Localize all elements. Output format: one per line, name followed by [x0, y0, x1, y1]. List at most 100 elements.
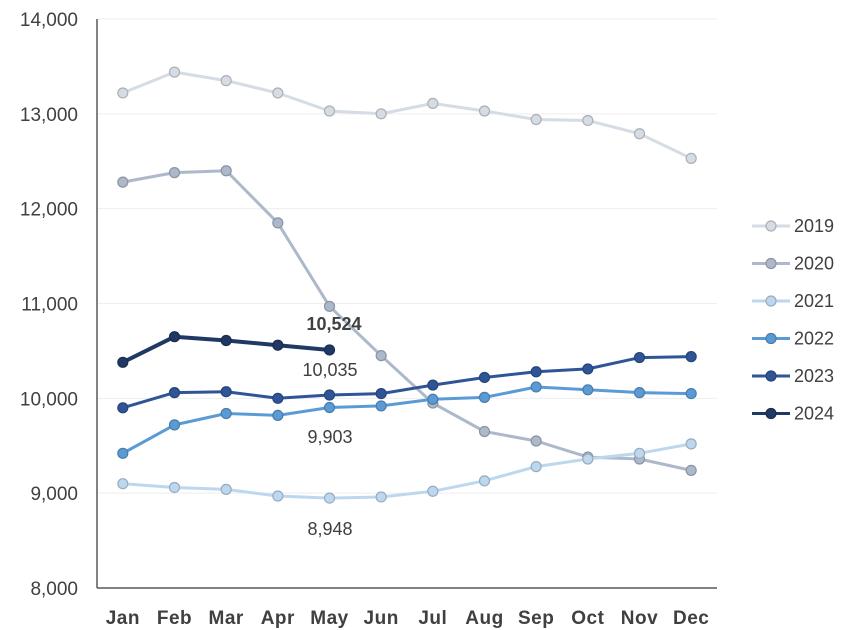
data-point-2019 — [633, 128, 646, 140]
x-tick-label: Apr — [261, 608, 295, 629]
data-point-2023 — [633, 351, 646, 364]
data-point-2024 — [220, 334, 232, 347]
data-point-2022 — [427, 393, 439, 405]
legend-marker — [765, 295, 777, 307]
legend-label: 2023 — [794, 366, 834, 386]
x-tick-label: Mar — [209, 608, 244, 629]
data-point-2021 — [220, 483, 232, 495]
data-point-2022 — [272, 409, 284, 422]
data-point-2022 — [633, 387, 646, 399]
data-annotations: 10,524 10,035 9,903 8,948 — [302, 314, 361, 539]
series-lines — [117, 66, 697, 504]
data-point-2023 — [375, 387, 387, 400]
legend-item-2019: 2019 — [752, 216, 834, 236]
annotation-2022-may: 9,903 — [307, 427, 352, 447]
data-point-2019 — [375, 108, 387, 120]
data-point-2019 — [220, 75, 232, 87]
x-tick-label: Dec — [673, 608, 709, 629]
data-point-2023 — [220, 386, 232, 398]
series-2024 — [117, 331, 336, 368]
legend-marker — [765, 407, 777, 420]
data-point-2023 — [168, 387, 181, 399]
data-point-2021 — [427, 485, 439, 497]
legend-label: 2020 — [794, 254, 834, 274]
legend-label: 2019 — [794, 216, 834, 236]
legend-label: 2022 — [794, 329, 834, 349]
series-line-2019 — [122, 70, 692, 160]
data-point-2019 — [323, 105, 336, 117]
x-axis: Jan Feb Mar Apr May Jun Jul Aug Sep Oct Nov Dec — [97, 587, 717, 629]
data-point-2022 — [478, 391, 491, 403]
data-point-2023 — [323, 389, 336, 401]
series-2021 — [117, 438, 697, 504]
data-point-2022 — [168, 419, 181, 431]
legend-label: 2024 — [794, 404, 834, 424]
data-point-2019 — [272, 87, 284, 99]
data-point-2020 — [117, 176, 129, 188]
data-point-2019 — [168, 66, 181, 78]
data-point-2022 — [323, 401, 336, 414]
series-2020 — [117, 165, 697, 477]
data-point-2021 — [117, 478, 129, 490]
legend: 2019 2020 2021 2022 2023 2024 — [752, 216, 834, 424]
data-point-2020 — [323, 300, 336, 312]
data-point-2020 — [272, 217, 284, 229]
data-point-2023 — [478, 371, 491, 384]
data-point-2024 — [272, 339, 284, 351]
x-tick-label: Nov — [621, 608, 658, 629]
data-point-2019 — [582, 114, 594, 127]
data-point-2020 — [478, 425, 491, 438]
data-point-2019 — [478, 105, 491, 117]
data-point-2022 — [375, 400, 387, 412]
data-point-2020 — [375, 350, 387, 362]
data-point-2021 — [478, 475, 491, 487]
x-tick-label: Jan — [106, 608, 140, 629]
y-tick-label: 11,000 — [21, 295, 78, 316]
data-point-2021 — [633, 447, 646, 459]
legend-marker — [765, 370, 777, 382]
legend-item-2023: 2023 — [752, 366, 834, 386]
series-line-2020 — [122, 169, 692, 472]
data-point-2023 — [530, 366, 542, 378]
data-point-2021 — [375, 491, 387, 503]
data-point-2020 — [530, 435, 542, 447]
data-point-2021 — [323, 492, 336, 504]
data-point-2019 — [117, 87, 129, 99]
legend-item-2020: 2020 — [752, 254, 834, 274]
y-tick-label: 10,000 — [20, 389, 78, 410]
data-point-2019 — [530, 113, 542, 126]
series-2023 — [117, 351, 697, 414]
y-tick-label: 8,000 — [30, 579, 78, 600]
data-point-2023 — [427, 379, 439, 391]
data-point-2019 — [685, 152, 697, 165]
data-point-2022 — [220, 407, 232, 420]
data-point-2020 — [220, 165, 232, 177]
legend-marker — [765, 332, 777, 345]
series-line-2022 — [122, 385, 692, 455]
x-tick-label: Aug — [465, 608, 503, 629]
data-point-2023 — [117, 402, 129, 414]
data-point-2022 — [582, 384, 594, 396]
data-point-2021 — [530, 461, 542, 473]
data-point-2021 — [582, 453, 594, 465]
data-point-2021 — [685, 438, 697, 450]
x-tick-label: Jun — [364, 608, 399, 629]
x-tick-label: Jul — [418, 608, 447, 629]
data-point-2024 — [168, 331, 181, 343]
x-tick-label: Sep — [518, 608, 554, 629]
y-axis: 8,000 9,000 10,000 11,000 12,000 13,000 14,000 — [20, 10, 98, 600]
annotation-2023-may: 10,035 — [302, 360, 357, 380]
legend-label: 2021 — [794, 291, 834, 311]
y-tick-label: 14,000 — [20, 10, 78, 31]
data-point-2021 — [272, 490, 284, 502]
legend-item-2022: 2022 — [752, 329, 834, 349]
series-line-2021 — [122, 442, 692, 500]
legend-marker — [765, 220, 777, 232]
data-point-2023 — [582, 363, 594, 375]
data-point-2022 — [530, 381, 542, 393]
data-point-2022 — [117, 447, 129, 459]
annotation-2021-may: 8,948 — [307, 519, 352, 539]
data-point-2024 — [117, 356, 129, 368]
x-tick-label: Oct — [571, 608, 604, 629]
data-point-2019 — [427, 97, 439, 110]
